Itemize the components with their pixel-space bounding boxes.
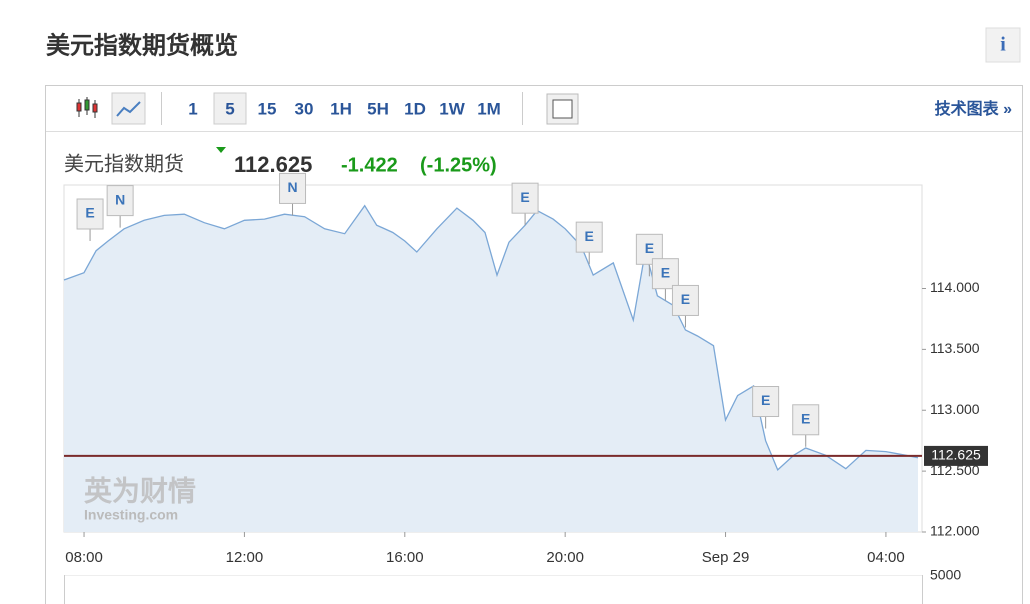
interval-selected[interactable] [213, 92, 247, 125]
event-marker[interactable] [651, 258, 679, 290]
event-marker[interactable] [76, 198, 104, 230]
interval-button[interactable]: 30 [295, 99, 314, 118]
candle-icon[interactable] [76, 97, 98, 118]
event-marker[interactable] [511, 182, 539, 214]
interval-button[interactable]: 15 [258, 99, 277, 118]
interval-button[interactable]: 1W [439, 99, 465, 118]
x-tick-label: 08:00 [65, 549, 103, 566]
volume-tick-label: 5000 [930, 567, 961, 583]
x-tick-label: 16:00 [386, 549, 424, 566]
interval-button[interactable]: 1H [330, 99, 352, 118]
quote-change: -1.422 [341, 154, 398, 176]
last-price-box [924, 445, 988, 466]
info-button[interactable] [985, 27, 1021, 63]
panel [45, 85, 1023, 604]
x-tick-label: 20:00 [546, 549, 584, 566]
area [64, 205, 918, 532]
page-title: 美元指数期货概览 [46, 31, 238, 59]
event-label[interactable]: N [287, 179, 297, 195]
interval-button[interactable]: 1 [188, 99, 197, 118]
info-icon[interactable]: i [1000, 34, 1006, 56]
quote-name: 美元指数期货 [64, 152, 184, 175]
event-label[interactable]: E [85, 205, 94, 221]
x-tick-label: 04:00 [867, 549, 905, 566]
line-icon [116, 101, 141, 117]
watermark-cn: 英为财情 [84, 475, 196, 506]
event-marker[interactable] [671, 284, 699, 316]
event-label[interactable]: E [681, 291, 690, 307]
event-marker[interactable] [279, 172, 307, 204]
x-tick-label: 12:00 [226, 549, 264, 566]
y-tick-label: 113.500 [930, 340, 980, 356]
y-tick-label: 113.000 [930, 401, 980, 417]
quote-change-pct: (-1.25%) [420, 154, 497, 176]
interval-button[interactable]: 5 [225, 99, 234, 118]
event-label[interactable]: E [801, 410, 810, 426]
down-arrow [216, 147, 226, 153]
interval-button[interactable]: 5H [367, 99, 389, 118]
event-label[interactable]: E [645, 240, 654, 256]
event-label[interactable]: E [661, 264, 670, 280]
y-tick-label: 114.000 [930, 279, 980, 295]
event-label[interactable]: E [585, 228, 594, 244]
price-line [63, 204, 919, 472]
quote-last: 112.625 [234, 152, 312, 177]
last-price-label: 112.625 [931, 447, 981, 463]
interval-button[interactable]: 1D [404, 99, 426, 118]
event-label[interactable]: N [115, 191, 125, 207]
event-label[interactable]: E [761, 392, 770, 408]
event-label[interactable]: E [520, 189, 529, 205]
event-marker[interactable] [106, 185, 134, 217]
tech-chart-link[interactable]: 技术图表 » [935, 99, 1012, 118]
settings-icon [552, 99, 573, 119]
interval-button[interactable]: 1M [477, 99, 501, 118]
event-marker[interactable] [752, 386, 780, 418]
watermark-en: Investing.com [84, 507, 178, 523]
event-marker[interactable] [792, 404, 820, 436]
x-tick-label: Sep 29 [702, 549, 750, 566]
event-marker[interactable] [575, 221, 603, 253]
line-icon-button[interactable] [111, 92, 146, 125]
y-tick-label: 112.000 [930, 523, 980, 539]
